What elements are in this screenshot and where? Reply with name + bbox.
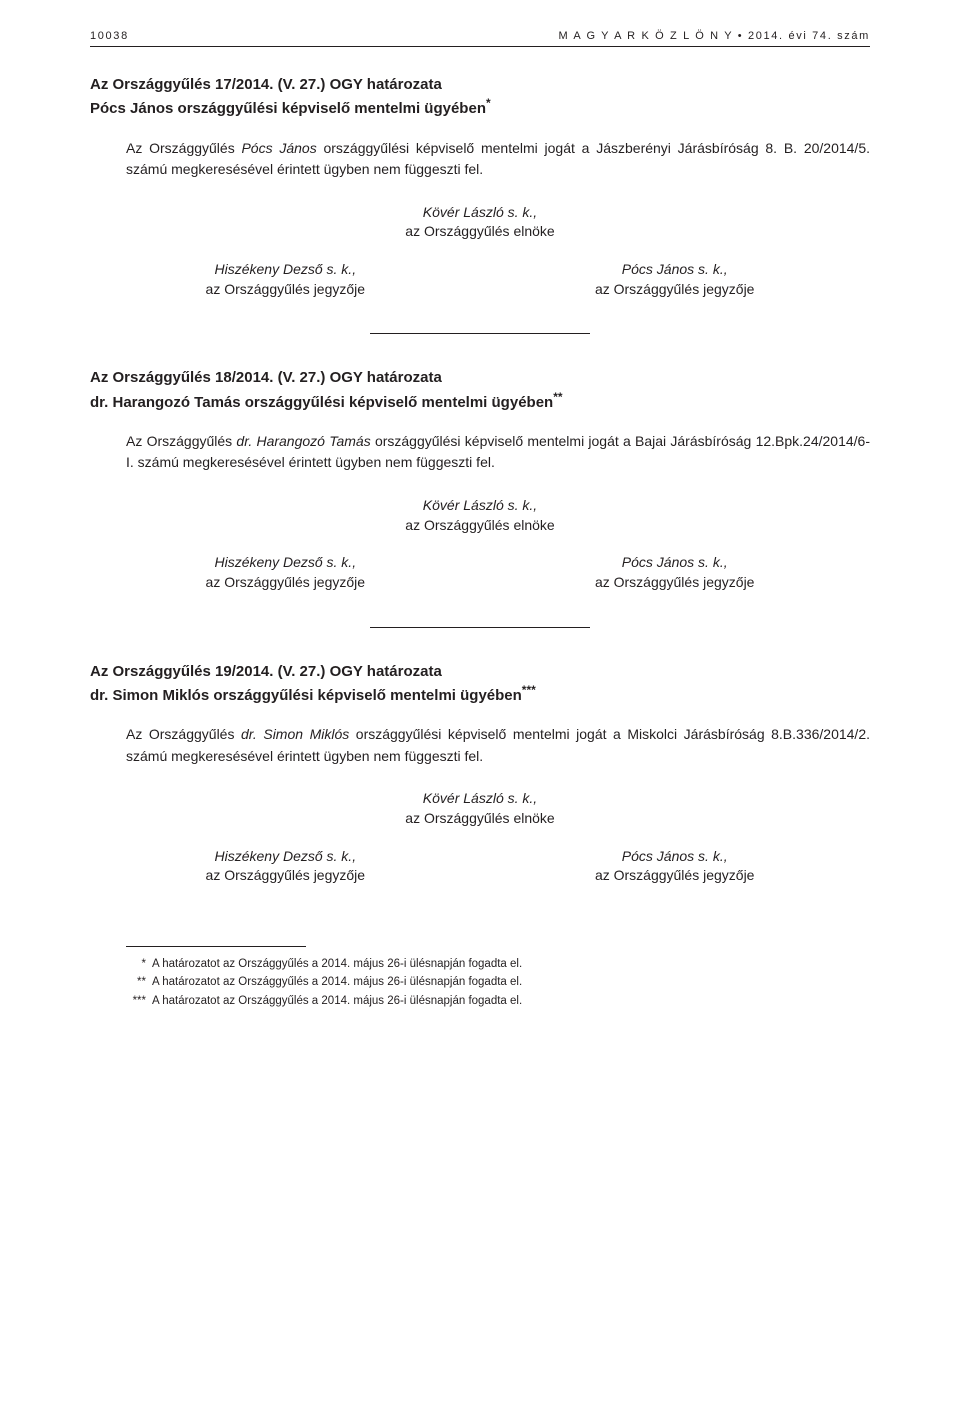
sig-left-name: Hiszékeny Dezső s. k.,	[214, 848, 356, 864]
footnote: * A határozatot az Országgyűlés a 2014. m…	[120, 955, 870, 973]
signature-right: Pócs János s. k., az Országgyűlés jegyző…	[515, 553, 834, 592]
page-number: 10038	[90, 30, 129, 42]
signature-row: Hiszékeny Dezső s. k., az Országgyűlés j…	[90, 260, 870, 299]
sig-left-role: az Országgyűlés jegyzője	[206, 281, 366, 297]
sig-right-role: az Országgyűlés jegyzője	[595, 281, 755, 297]
signature-right: Pócs János s. k., az Országgyűlés jegyző…	[515, 260, 834, 299]
footnote-marker: ***	[120, 992, 146, 1010]
sig-right-role: az Országgyűlés jegyzője	[595, 867, 755, 883]
bullet: •	[738, 30, 744, 42]
footnote-marker: **	[120, 973, 146, 991]
separator-rule	[370, 333, 590, 334]
sig-left-role: az Országgyűlés jegyzője	[206, 574, 366, 590]
body-lead: Az Országgyűlés	[126, 433, 236, 449]
sig-center-name: Kövér László s. k.,	[423, 497, 537, 513]
separator-rule	[370, 627, 590, 628]
signature-right: Pócs János s. k., az Országgyűlés jegyző…	[515, 847, 834, 886]
footnote: *** A határozatot az Országgyűlés a 2014.…	[120, 992, 870, 1010]
sig-center-name: Kövér László s. k.,	[423, 204, 537, 220]
sig-left-name: Hiszékeny Dezső s. k.,	[214, 554, 356, 570]
resolution-title: Az Országgyűlés 17/2014. (V. 27.) OGY ha…	[90, 75, 870, 95]
resolution-body: Az Országgyűlés Pócs János országgyűlési…	[126, 138, 870, 181]
subtitle-text: dr. Harangozó Tamás országgyűlési képvis…	[90, 394, 553, 411]
footnote-marker: **	[553, 390, 562, 404]
gazette-issue: M A G Y A R K Ö Z L Ö N Y • 2014. évi 74…	[558, 30, 870, 42]
resolution-block: Az Országgyűlés 18/2014. (V. 27.) OGY ha…	[90, 368, 870, 592]
footnote-marker: ***	[522, 683, 536, 697]
signature-center: Kövér László s. k., az Országgyűlés elnö…	[90, 789, 870, 828]
body-lead: Az Országgyűlés	[126, 726, 241, 742]
signature-left: Hiszékeny Dezső s. k., az Országgyűlés j…	[126, 847, 445, 886]
sig-right-name: Pócs János s. k.,	[622, 554, 728, 570]
footnotes: * A határozatot az Országgyűlés a 2014. m…	[120, 955, 870, 1010]
signature-left: Hiszékeny Dezső s. k., az Országgyűlés j…	[126, 260, 445, 299]
issue-text: 2014. évi 74. szám	[748, 30, 870, 42]
resolution-subtitle: Pócs János országgyűlési képviselő mente…	[90, 95, 870, 119]
resolution-block: Az Országgyűlés 17/2014. (V. 27.) OGY ha…	[90, 75, 870, 299]
footnote: ** A határozatot az Országgyűlés a 2014. …	[120, 973, 870, 991]
signature-center: Kövér László s. k., az Országgyűlés elnö…	[90, 203, 870, 242]
resolution-block: Az Országgyűlés 19/2014. (V. 27.) OGY ha…	[90, 662, 870, 886]
resolution-subtitle: dr. Simon Miklós országgyűlési képviselő…	[90, 682, 870, 706]
sig-center-role: az Országgyűlés elnöke	[405, 810, 554, 826]
subtitle-text: Pócs János országgyűlési képviselő mente…	[90, 100, 486, 117]
footnote-text: A határozatot az Országgyűlés a 2014. má…	[152, 995, 522, 1007]
footnotes-rule	[126, 946, 306, 947]
footnote-text: A határozatot az Országgyűlés a 2014. má…	[152, 958, 522, 970]
resolution-subtitle: dr. Harangozó Tamás országgyűlési képvis…	[90, 389, 870, 413]
signature-center: Kövér László s. k., az Országgyűlés elnö…	[90, 496, 870, 535]
header-rule	[90, 46, 870, 47]
resolution-body: Az Országgyűlés dr. Simon Miklós országg…	[126, 724, 870, 767]
resolution-title: Az Országgyűlés 18/2014. (V. 27.) OGY ha…	[90, 368, 870, 388]
running-head: 10038 M A G Y A R K Ö Z L Ö N Y • 2014. …	[90, 30, 870, 42]
sig-center-role: az Országgyűlés elnöke	[405, 517, 554, 533]
signature-row: Hiszékeny Dezső s. k., az Országgyűlés j…	[90, 553, 870, 592]
sig-right-role: az Országgyűlés jegyzője	[595, 574, 755, 590]
sig-right-name: Pócs János s. k.,	[622, 848, 728, 864]
body-italic: dr. Simon Miklós	[241, 726, 349, 742]
sig-right-name: Pócs János s. k.,	[622, 261, 728, 277]
page: 10038 M A G Y A R K Ö Z L Ö N Y • 2014. …	[0, 0, 960, 1425]
footnote-text: A határozatot az Országgyűlés a 2014. má…	[152, 976, 522, 988]
subtitle-text: dr. Simon Miklós országgyűlési képviselő…	[90, 687, 522, 704]
body-italic: Pócs János	[241, 140, 316, 156]
body-lead: Az Országgyűlés	[126, 140, 241, 156]
sig-center-name: Kövér László s. k.,	[423, 790, 537, 806]
sig-left-role: az Országgyűlés jegyzője	[206, 867, 366, 883]
sig-center-role: az Országgyűlés elnöke	[405, 223, 554, 239]
resolution-body: Az Országgyűlés dr. Harangozó Tamás orsz…	[126, 431, 870, 474]
footnote-marker: *	[486, 96, 491, 110]
resolution-title: Az Országgyűlés 19/2014. (V. 27.) OGY ha…	[90, 662, 870, 682]
sig-left-name: Hiszékeny Dezső s. k.,	[214, 261, 356, 277]
gazette-name: M A G Y A R K Ö Z L Ö N Y	[558, 30, 733, 42]
signature-row: Hiszékeny Dezső s. k., az Országgyűlés j…	[90, 847, 870, 886]
signature-left: Hiszékeny Dezső s. k., az Országgyűlés j…	[126, 553, 445, 592]
footnote-marker: *	[120, 955, 146, 973]
body-italic: dr. Harangozó Tamás	[236, 433, 370, 449]
